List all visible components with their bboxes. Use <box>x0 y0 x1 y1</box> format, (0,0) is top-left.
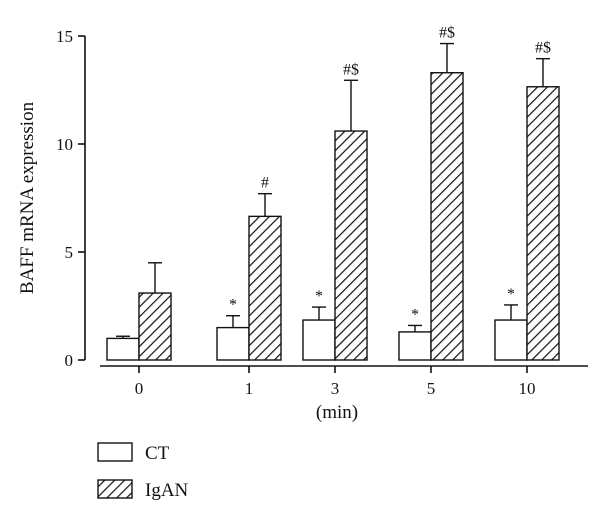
bar-igan <box>138 292 172 361</box>
significance-label-igan: # <box>261 175 269 192</box>
bar-igan <box>334 130 368 361</box>
bar-ct <box>216 326 250 361</box>
legend-label-ct: CT <box>145 443 170 464</box>
legend-label-igan: IgAN <box>145 480 189 501</box>
y-axis-title: BAFF mRNA expression <box>17 101 38 294</box>
x-tick-label: 1 <box>245 379 254 398</box>
y-tick-label: 0 <box>65 351 74 370</box>
significance-label-ct: * <box>507 286 515 303</box>
axes: 0 5 10 15 0 1 3 5 10 <box>56 27 588 398</box>
significance-label-ct: * <box>411 306 419 323</box>
y-tick-label: 15 <box>56 27 73 46</box>
significance-label-igan: #$ <box>535 40 551 57</box>
significance-label-ct: * <box>315 288 323 305</box>
x-tick-label: 10 <box>519 379 536 398</box>
bar-igan <box>430 72 464 361</box>
legend-swatch-ct <box>97 442 133 462</box>
x-tick-label: 5 <box>427 379 436 398</box>
x-tick-label: 0 <box>135 379 144 398</box>
bar-igan <box>248 215 282 361</box>
legend: CT IgAN <box>97 442 189 501</box>
legend-swatch-igan <box>97 479 133 499</box>
x-axis-title: (min) <box>316 402 358 423</box>
significance-label-ct: * <box>229 297 237 314</box>
bar-ct <box>398 331 432 361</box>
bar-ct <box>106 337 140 361</box>
x-tick-label: 3 <box>331 379 340 398</box>
bars: * * * * # #$ #$ #$ <box>106 25 560 361</box>
y-tick-label: 10 <box>56 135 73 154</box>
y-tick-label: 5 <box>65 243 74 262</box>
bar-ct <box>494 319 528 361</box>
significance-label-igan: #$ <box>343 61 359 78</box>
significance-label-igan: #$ <box>439 25 455 42</box>
bar-ct <box>302 319 336 361</box>
bar-igan <box>526 86 560 361</box>
